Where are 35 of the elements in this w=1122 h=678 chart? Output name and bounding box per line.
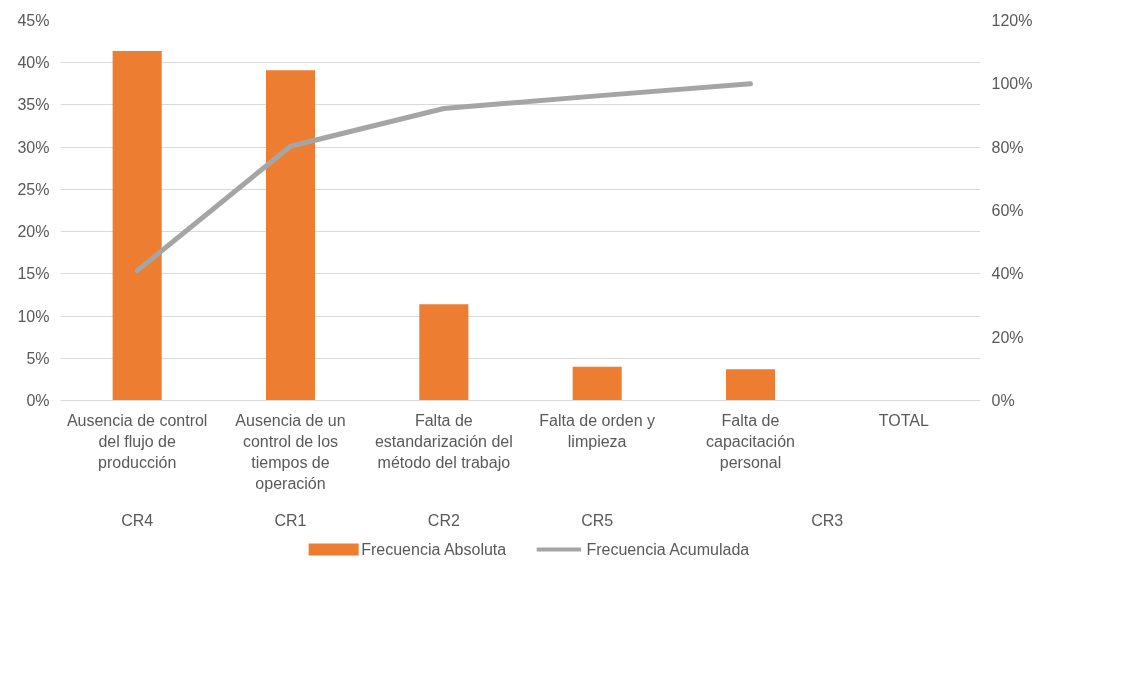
y-tick-label: 30%	[17, 138, 50, 156]
text: CR2	[427, 511, 460, 529]
y-tick-label: 35%	[17, 96, 50, 114]
x-tick-label: TOTAL	[878, 411, 929, 429]
text: CR5	[581, 511, 614, 529]
y-tick-label: 0%	[26, 392, 50, 409]
text: CR4	[121, 511, 154, 529]
y2-tick-label: 80%	[991, 138, 1024, 156]
x-tick-label: Ausencia de control del flujo de producción	[66, 411, 208, 471]
y-tick-label: 25%	[17, 180, 50, 198]
x-tick-label: Falta de estandarización del método del trabajo	[374, 411, 513, 471]
y-tick-label: 40%	[17, 54, 50, 72]
bar	[265, 70, 316, 401]
y2-tick-label: 40%	[991, 265, 1024, 283]
y2-tick-label: 100%	[991, 75, 1033, 93]
y2-tick-label: 60%	[991, 202, 1024, 219]
y2-tick-label: 120%	[991, 12, 1033, 29]
bar	[572, 366, 622, 401]
x-tick-label: Falta de orden y limpieza	[539, 411, 655, 450]
legend-label: Frecuencia Absoluta	[361, 541, 507, 558]
text: CR1	[274, 511, 307, 529]
y-tick-label: 15%	[17, 265, 50, 283]
legend-label: Frecuencia Acumulada	[586, 541, 750, 558]
y2-tick-label: 20%	[991, 328, 1024, 346]
y2-tick-label: 0%	[991, 392, 1015, 409]
y-tick-label: 45%	[17, 12, 50, 29]
bar	[725, 369, 776, 401]
bar	[112, 50, 162, 401]
text: CR3	[811, 511, 844, 529]
y-tick-label: 10%	[17, 307, 50, 325]
x-tick-label: Falta de capacitación personal	[706, 411, 795, 471]
y-tick-label: 20%	[17, 223, 50, 241]
x-tick-label: Ausencia de un control de los tiempos de operación	[235, 411, 346, 493]
y-tick-label: 5%	[26, 349, 50, 367]
bar	[419, 304, 469, 401]
